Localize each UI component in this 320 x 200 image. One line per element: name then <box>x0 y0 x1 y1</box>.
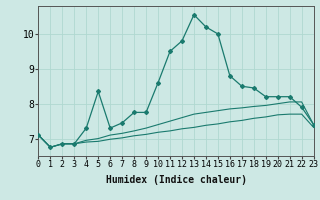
X-axis label: Humidex (Indice chaleur): Humidex (Indice chaleur) <box>106 175 246 185</box>
